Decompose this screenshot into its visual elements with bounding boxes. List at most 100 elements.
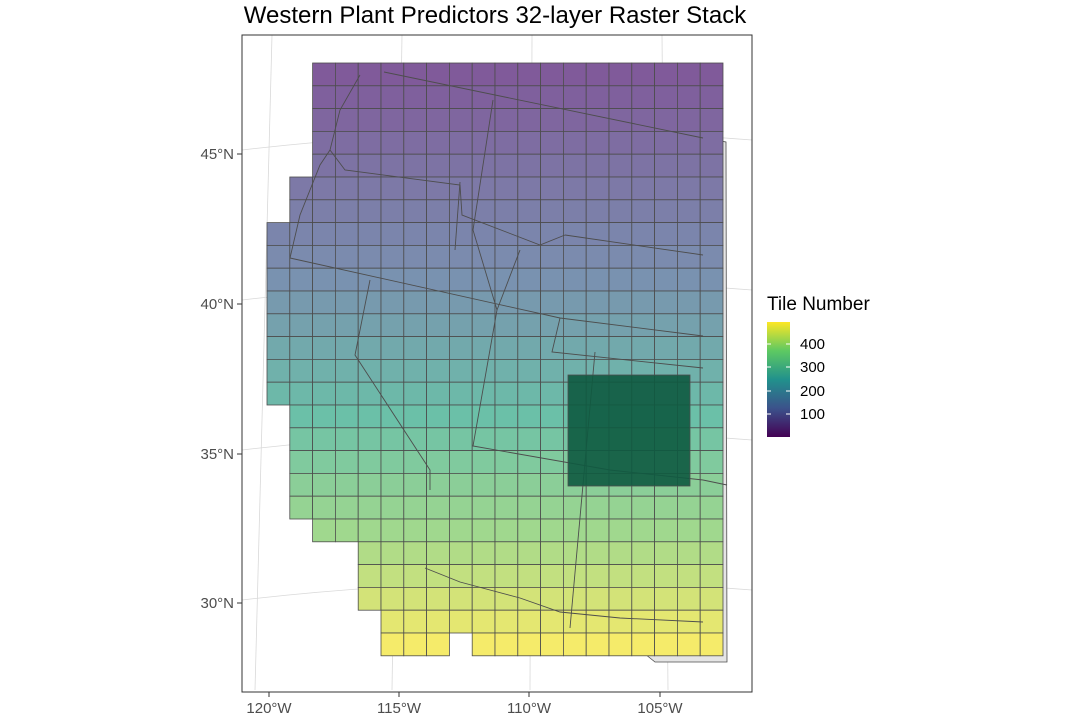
raster-tile xyxy=(380,472,405,497)
raster-tile xyxy=(448,358,473,383)
raster-tile xyxy=(334,62,359,87)
raster-tile xyxy=(403,518,427,543)
raster-tile xyxy=(334,222,359,246)
raster-tile xyxy=(585,632,610,657)
raster-tile xyxy=(699,336,724,360)
raster-tile xyxy=(266,267,291,292)
raster-tile xyxy=(494,176,519,201)
raster-tile xyxy=(357,130,382,155)
raster-tile xyxy=(494,564,519,588)
raster-tile xyxy=(494,313,519,337)
raster-tile xyxy=(471,472,496,497)
raster-tile xyxy=(471,85,496,110)
raster-tile xyxy=(517,632,541,657)
boundary-line xyxy=(424,567,704,623)
raster-tile xyxy=(699,267,724,292)
raster-tile xyxy=(563,267,587,292)
raster-tile xyxy=(403,244,427,269)
raster-tile xyxy=(585,290,610,315)
raster-tile xyxy=(517,358,541,383)
raster-tile xyxy=(334,358,359,383)
raster-tile xyxy=(380,381,405,406)
raster-tile xyxy=(517,404,541,429)
raster-tile xyxy=(654,632,678,657)
raster-tile xyxy=(540,495,564,520)
raster-tile xyxy=(677,62,701,87)
raster-tile xyxy=(517,495,541,520)
raster-tile xyxy=(380,153,405,178)
x-tick-label: 110°W xyxy=(507,700,552,717)
legend-label: 300 xyxy=(800,359,825,376)
raster-tile xyxy=(312,244,336,269)
raster-tile xyxy=(448,153,473,178)
raster-tile xyxy=(677,222,701,246)
raster-tile xyxy=(448,222,473,246)
raster-tile xyxy=(312,153,336,178)
raster-tile xyxy=(289,176,313,201)
raster-tile xyxy=(654,290,678,315)
raster-tile xyxy=(540,427,564,451)
raster-tile xyxy=(471,176,496,201)
raster-tile xyxy=(357,564,382,588)
raster-tile xyxy=(312,199,336,224)
raster-tile xyxy=(540,358,564,383)
raster-tile xyxy=(585,176,610,201)
raster-tile xyxy=(563,130,587,155)
boundary-line xyxy=(454,181,461,251)
raster-tile xyxy=(334,472,359,497)
raster-tile xyxy=(312,176,336,201)
raster-tile xyxy=(334,427,359,451)
raster-tile xyxy=(471,450,496,474)
raster-tile xyxy=(517,153,541,178)
raster-tile xyxy=(357,313,382,337)
raster-tile xyxy=(403,541,427,565)
raster-tile xyxy=(426,609,450,634)
raster-tile xyxy=(563,108,587,132)
raster-tile xyxy=(631,336,655,360)
raster-tile xyxy=(289,404,313,429)
legend-label: 200 xyxy=(800,383,825,400)
raster-tile xyxy=(654,313,678,337)
raster-tile xyxy=(654,130,678,155)
raster-tile xyxy=(654,176,678,201)
raster-tile xyxy=(608,632,633,657)
raster-tile xyxy=(677,244,701,269)
raster-tile xyxy=(517,62,541,87)
raster-tile xyxy=(403,199,427,224)
raster-tile xyxy=(380,336,405,360)
raster-tile xyxy=(677,85,701,110)
raster-tile xyxy=(654,518,678,543)
raster-tile xyxy=(380,108,405,132)
boundary-line xyxy=(289,149,331,259)
raster-tile xyxy=(494,108,519,132)
raster-tile xyxy=(289,427,313,451)
raster-tile xyxy=(426,244,450,269)
raster-tile xyxy=(654,108,678,132)
raster-tile xyxy=(563,244,587,269)
raster-tile xyxy=(699,108,724,132)
raster-tile xyxy=(403,313,427,337)
raster-tile xyxy=(608,541,633,565)
raster-tile xyxy=(289,381,313,406)
raster-tile xyxy=(517,541,541,565)
raster-tile xyxy=(699,62,724,87)
raster-tile xyxy=(540,404,564,429)
raster-tile xyxy=(540,199,564,224)
raster-tile xyxy=(540,564,564,588)
raster-tile xyxy=(494,587,519,611)
raster-tile xyxy=(426,632,450,657)
raster-tile xyxy=(380,609,405,634)
raster-tile xyxy=(312,495,336,520)
raster-tile xyxy=(266,358,291,383)
raster-tile xyxy=(471,564,496,588)
raster-tile xyxy=(608,518,633,543)
raster-tile xyxy=(448,336,473,360)
raster-tile xyxy=(471,632,496,657)
raster-tile xyxy=(540,336,564,360)
raster-tile xyxy=(494,290,519,315)
raster-tile xyxy=(494,609,519,634)
raster-tile xyxy=(357,587,382,611)
raster-tile xyxy=(380,176,405,201)
raster-tile xyxy=(426,222,450,246)
raster-tile xyxy=(677,336,701,360)
